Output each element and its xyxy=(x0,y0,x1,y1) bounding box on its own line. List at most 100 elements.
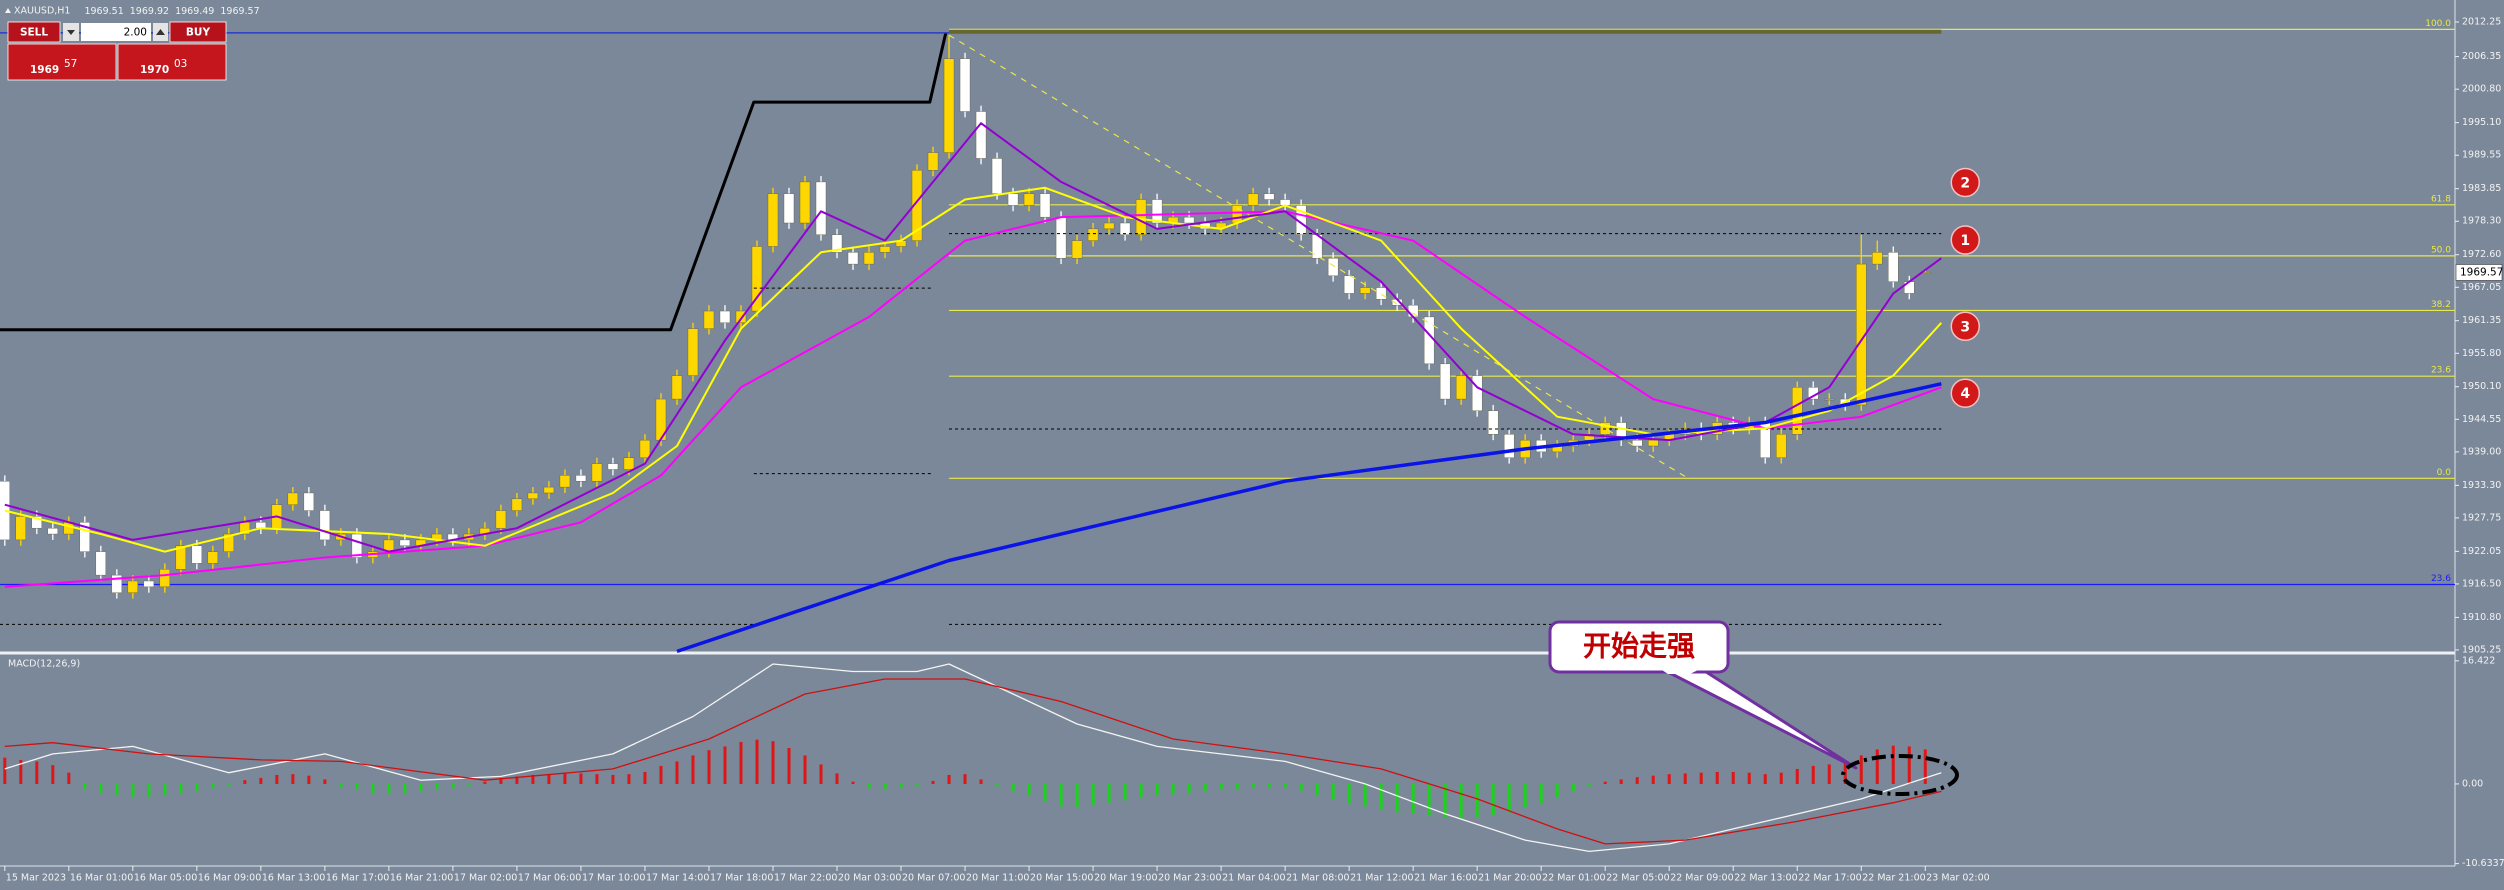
histogram-bar xyxy=(3,757,7,784)
histogram-bar xyxy=(1283,783,1287,787)
histogram-bar xyxy=(739,741,743,784)
x-tick-label: 20 Mar 15:00 xyxy=(1030,873,1093,884)
plot-layer: 2012.25 2006.35 2000.80 1995.10 1989.55 1983.… xyxy=(0,6,2504,884)
candle-body xyxy=(719,310,731,323)
histogram-bar xyxy=(499,777,503,784)
x-tick-label: 20 Mar 19:00 xyxy=(1094,873,1157,884)
x-tick-label: 17 Mar 10:00 xyxy=(582,873,645,884)
buy-button[interactable] xyxy=(169,21,227,43)
callout-text: 开始走强 xyxy=(1583,630,1695,663)
marker xyxy=(1950,378,1981,408)
ask-small[interactable]: 03 xyxy=(174,58,187,70)
histogram-bar xyxy=(467,783,471,787)
x-tick-label: 21 Mar 16:00 xyxy=(1414,873,1477,884)
x-tick-label: 17 Mar 18:00 xyxy=(710,873,773,884)
fib-label: 23.6 xyxy=(2431,574,2451,584)
fib-label: 50.0 xyxy=(2431,245,2451,255)
candle-body xyxy=(1599,422,1611,435)
histogram-bar xyxy=(611,774,615,784)
histogram-bar xyxy=(67,772,71,784)
y-tick-label: 2000.80 xyxy=(2462,84,2501,95)
y-tick-label: 2006.35 xyxy=(2462,51,2501,62)
histogram-bar xyxy=(899,783,903,788)
ask-box[interactable] xyxy=(117,43,227,81)
indicator-line xyxy=(4,122,1942,553)
quote-value: 1969.51 xyxy=(84,6,123,17)
histogram-bar xyxy=(1363,783,1367,807)
histogram-bar xyxy=(1667,774,1671,784)
candle-body xyxy=(127,580,139,593)
histogram-bar xyxy=(1331,783,1335,799)
histogram-bar xyxy=(1555,783,1559,798)
histogram-bar xyxy=(883,783,887,790)
fib-label: 23.6 xyxy=(2431,366,2451,376)
histogram-bar xyxy=(819,764,823,784)
highlight-ellipse xyxy=(1841,754,1959,796)
buy-label[interactable]: BUY xyxy=(186,27,211,39)
candle-body xyxy=(1423,316,1435,365)
lots-value[interactable]: 2.00 xyxy=(124,27,147,39)
x-tick-label: 17 Mar 22:00 xyxy=(774,873,837,884)
sell-label[interactable]: SELL xyxy=(20,27,48,39)
symbol-glyph xyxy=(5,8,11,13)
histogram-bar xyxy=(1539,783,1543,804)
callout-join xyxy=(1662,670,1698,674)
bid-box[interactable] xyxy=(7,43,117,81)
histogram-bar xyxy=(1715,771,1719,784)
histogram-bar xyxy=(275,774,279,784)
bid-big[interactable]: 1969 xyxy=(30,64,59,76)
histogram-bar xyxy=(131,783,135,798)
sell-button[interactable] xyxy=(7,21,61,43)
histogram-bar xyxy=(515,776,519,784)
histogram-bar xyxy=(435,783,439,790)
candle-body xyxy=(559,475,571,488)
indicator-line xyxy=(4,663,1942,853)
marker-label: 4 xyxy=(1960,386,1970,402)
candle-body xyxy=(639,439,651,458)
candle-body xyxy=(1776,434,1787,458)
marker xyxy=(1950,167,1981,198)
candle-body xyxy=(1231,205,1243,224)
histogram-bar xyxy=(1683,773,1687,784)
down-glyph xyxy=(67,30,75,35)
histogram-bar xyxy=(1891,745,1895,784)
candle-body xyxy=(1183,216,1195,224)
fib-label: 38.2 xyxy=(2431,300,2451,310)
candle-body xyxy=(1888,252,1899,282)
histogram-bar xyxy=(1699,772,1703,784)
x-tick-label: 22 Mar 17:00 xyxy=(1798,873,1861,884)
fib-label: 61.8 xyxy=(2431,194,2451,204)
x-tick-label: 16 Mar 13:00 xyxy=(262,873,325,884)
y-tick-label: 0.00 xyxy=(2462,778,2483,789)
histogram-bar xyxy=(563,773,567,784)
x-tick-label: 20 Mar 11:00 xyxy=(966,873,1029,884)
histogram-bar xyxy=(451,783,455,789)
ask-big[interactable]: 1970 xyxy=(140,64,169,76)
bid-small[interactable]: 57 xyxy=(64,58,77,70)
x-tick-label: 23 Mar 02:00 xyxy=(1926,873,1989,884)
lots-input[interactable] xyxy=(81,23,151,41)
y-tick-label: 1950.10 xyxy=(2462,381,2501,392)
marker-label: 2 xyxy=(1960,176,1970,192)
candle-body xyxy=(1071,240,1083,259)
histogram-bar xyxy=(1187,783,1191,793)
candle-body xyxy=(1055,216,1067,259)
histogram-bar xyxy=(1731,771,1735,784)
histogram-bar xyxy=(1171,783,1175,795)
candle-body xyxy=(399,539,411,546)
x-tick-label: 21 Mar 08:00 xyxy=(1286,873,1349,884)
candle-body xyxy=(143,580,155,588)
histogram-bar xyxy=(211,783,215,789)
histogram-bar xyxy=(1491,783,1495,816)
histogram-bar xyxy=(1923,749,1927,784)
candle-body xyxy=(1343,275,1355,294)
x-tick-label: 17 Mar 06:00 xyxy=(518,873,581,884)
histogram-bar xyxy=(1619,779,1623,784)
y-tick-label: 1944.55 xyxy=(2462,414,2501,425)
candle-body xyxy=(1119,222,1131,235)
histogram-bar xyxy=(963,774,967,784)
histogram-bar xyxy=(1651,775,1655,784)
fib-label: 100.0 xyxy=(2425,19,2451,29)
histogram-bar xyxy=(691,755,695,784)
indicator-line xyxy=(0,32,948,332)
